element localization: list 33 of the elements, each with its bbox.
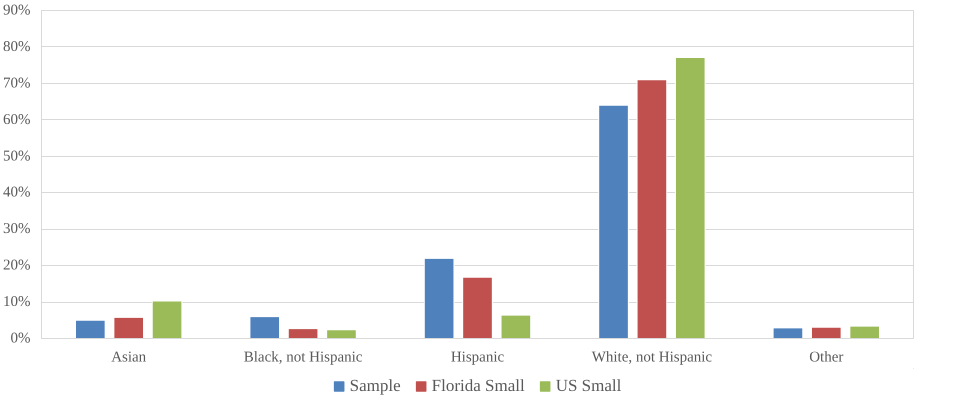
y-tick-label: 30%: [3, 221, 31, 238]
bar: [326, 329, 357, 338]
y-tick-label: 90%: [3, 2, 31, 18]
x-tick-label: Black, not Hispanic: [244, 350, 363, 366]
bar: [636, 79, 668, 338]
x-tick-label: Asian: [111, 350, 147, 366]
bar: [424, 258, 454, 338]
x-tick-label: Hispanic: [450, 350, 504, 366]
bar: [462, 276, 493, 338]
bar: [598, 104, 629, 338]
bar: [113, 316, 144, 338]
bar: [288, 328, 318, 338]
bar: [810, 326, 842, 338]
bar: [772, 327, 804, 338]
bar: [249, 316, 280, 338]
y-tick-label: 50%: [3, 148, 31, 164]
bar: [152, 300, 182, 338]
bar: [500, 314, 532, 338]
y-tick-label: 70%: [3, 75, 31, 92]
x-tick-label: Other: [809, 350, 844, 366]
y-tick-label: 20%: [3, 258, 31, 274]
y-tick-label: 40%: [3, 184, 31, 201]
y-tick-label: 0%: [10, 330, 31, 346]
x-tick-label: White, not Hispanic: [592, 350, 712, 366]
y-tick-label: 80%: [3, 38, 31, 55]
y-tick-label: 10%: [3, 294, 31, 310]
legend-label: Florida Small: [432, 376, 525, 396]
legend-label: Sample: [350, 376, 401, 396]
y-tick-label: 60%: [3, 112, 31, 128]
legend-label: US Small: [556, 376, 622, 396]
bar: [674, 57, 706, 338]
bar: [849, 326, 880, 338]
bar: [75, 320, 106, 338]
